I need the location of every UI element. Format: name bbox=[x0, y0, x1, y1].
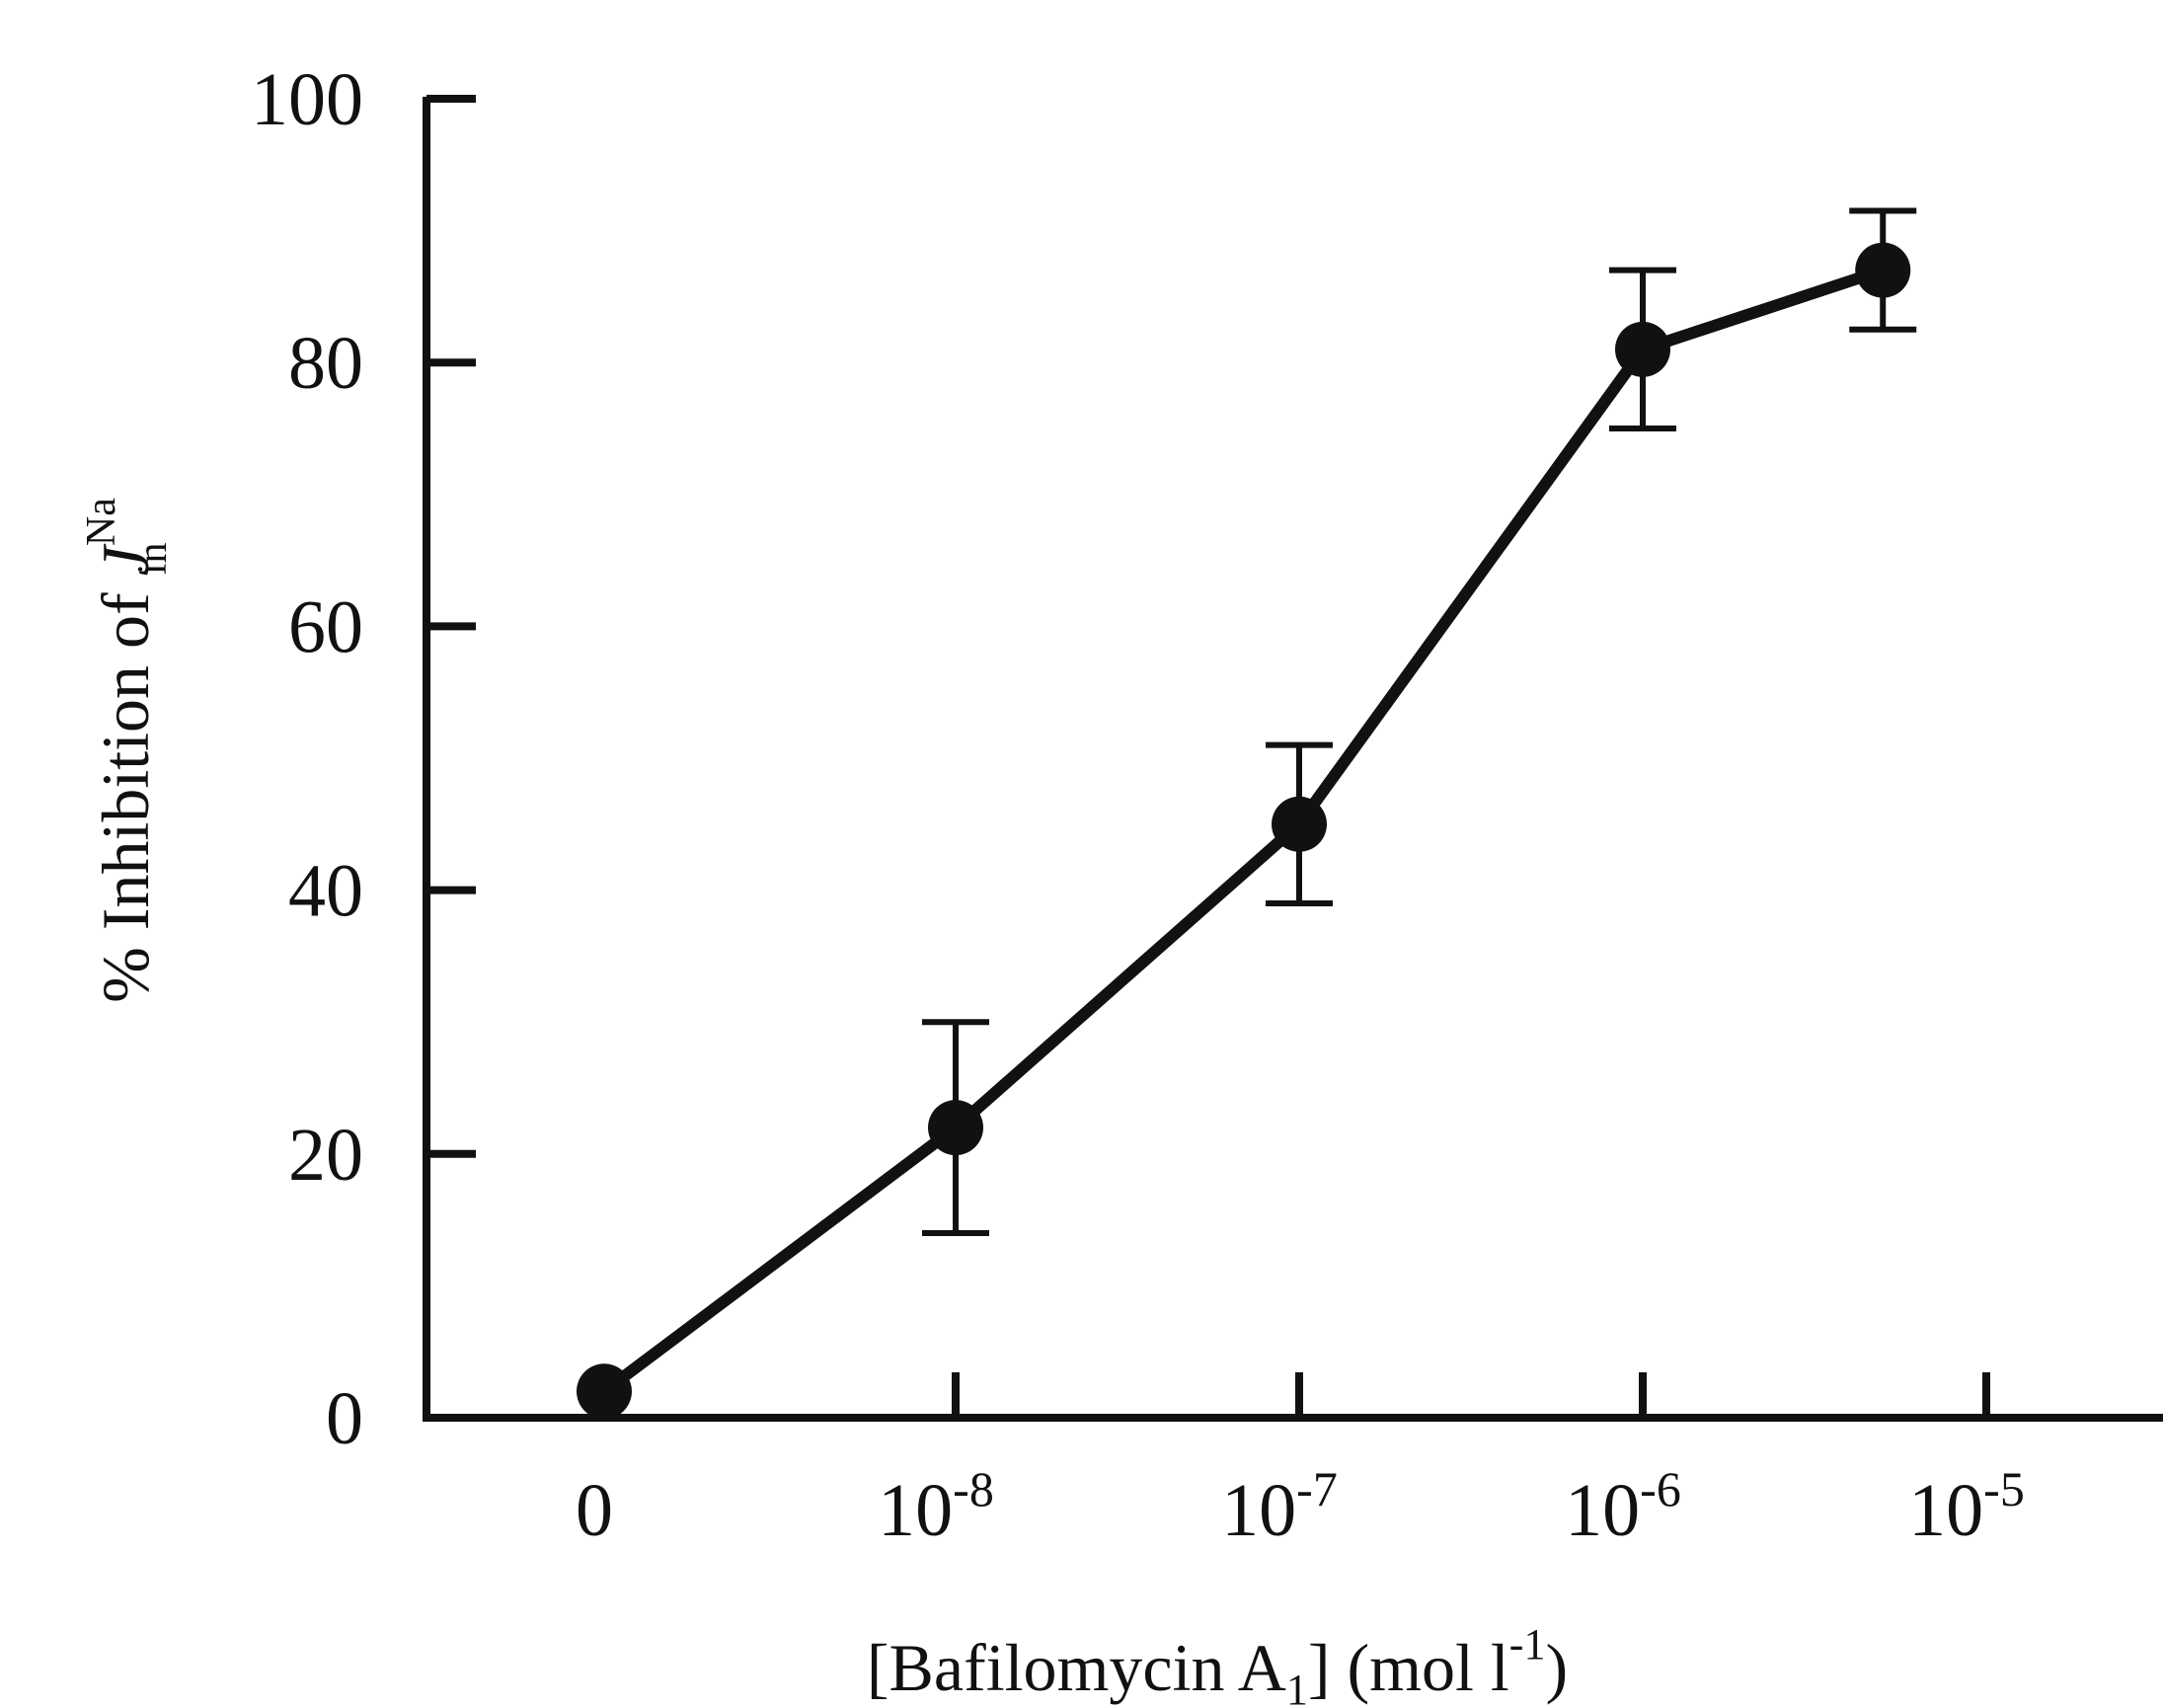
x-tick-label: 10-5 bbox=[1908, 1461, 2025, 1552]
y-axis-ticks: 0 20 40 60 80 100 bbox=[251, 58, 476, 1460]
x-tick-label: 10-8 bbox=[878, 1461, 994, 1552]
y-tick-label: 20 bbox=[288, 1114, 363, 1197]
x-tick-exponent: -5 bbox=[1983, 1461, 2025, 1516]
x-tick-base: 10 bbox=[1221, 1469, 1296, 1552]
data-point bbox=[1615, 321, 1670, 377]
y-axis-label-subscript: in bbox=[130, 542, 176, 575]
data-point bbox=[577, 1363, 632, 1420]
x-tick-exponent: -8 bbox=[953, 1461, 994, 1516]
x-tick-base: 10 bbox=[1908, 1469, 1983, 1552]
y-axis-label-superscript: Na bbox=[79, 498, 124, 546]
x-axis-ticks: 0 10-8 10-7 10-6 10-5 bbox=[576, 1372, 2025, 1552]
y-tick-label: 40 bbox=[288, 850, 363, 933]
y-axis-label-main: J bbox=[88, 543, 163, 576]
x-tick-base: 10 bbox=[878, 1469, 953, 1552]
data-point bbox=[1272, 796, 1327, 852]
error-bars bbox=[922, 207, 1917, 1236]
x-axis-label: [Bafilomycin A1] (mol l-1) bbox=[867, 1620, 1568, 1708]
y-axis-label: % Inhibition of JNain bbox=[79, 498, 176, 1003]
x-axis-label-prefix: [Bafilomycin A bbox=[867, 1630, 1286, 1705]
x-axis-label-middle: ] (mol l bbox=[1308, 1630, 1509, 1705]
y-axis-label-prefix: % Inhibition of bbox=[88, 576, 163, 1003]
x-axis-label-superscript: -1 bbox=[1509, 1620, 1546, 1669]
y-tick-label: 100 bbox=[251, 58, 363, 141]
x-tick-exponent: -6 bbox=[1640, 1461, 1681, 1516]
x-axis-label-suffix: ) bbox=[1545, 1630, 1568, 1705]
x-tick-label: 0 bbox=[576, 1469, 613, 1552]
y-tick-label: 0 bbox=[326, 1377, 363, 1460]
x-tick-label: 10-7 bbox=[1221, 1461, 1338, 1552]
x-tick-base: 0 bbox=[576, 1469, 613, 1552]
x-tick-exponent: -7 bbox=[1296, 1461, 1338, 1516]
x-tick-label: 10-6 bbox=[1565, 1461, 1681, 1552]
x-tick-base: 10 bbox=[1565, 1469, 1640, 1552]
data-series bbox=[577, 242, 1911, 1420]
x-axis-label-subscript: 1 bbox=[1286, 1666, 1308, 1708]
y-tick-label: 60 bbox=[288, 585, 363, 668]
data-point bbox=[928, 1100, 983, 1156]
y-tick-label: 80 bbox=[288, 322, 363, 405]
axes bbox=[423, 97, 2163, 1422]
series-line bbox=[598, 264, 1890, 1398]
data-point bbox=[1855, 242, 1911, 298]
